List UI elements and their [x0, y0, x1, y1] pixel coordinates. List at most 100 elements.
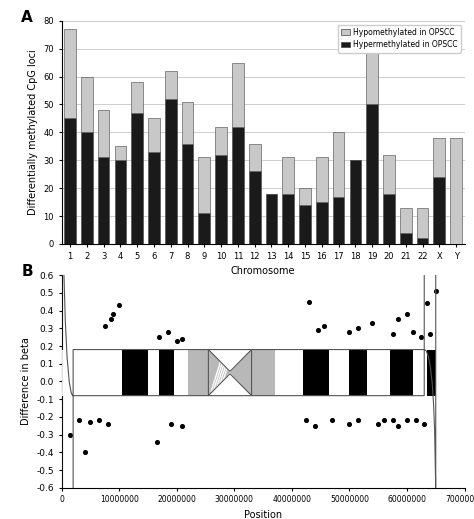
Point [173, 336, 181, 345]
Bar [249, 171, 261, 244]
Point [311, 421, 319, 430]
Bar [383, 155, 395, 194]
Point [346, 327, 353, 336]
Point [319, 322, 327, 331]
Point [412, 416, 419, 425]
Bar [115, 160, 126, 244]
Point [409, 327, 417, 336]
Bar [148, 152, 160, 244]
Bar [188, 350, 209, 395]
Point [87, 418, 94, 427]
Bar [98, 110, 109, 157]
Bar [265, 194, 277, 244]
Bar [427, 350, 436, 395]
Point [109, 310, 117, 318]
Bar [400, 208, 411, 233]
Bar [62, 350, 122, 395]
Bar [316, 157, 328, 202]
Bar [215, 155, 227, 244]
Bar [199, 157, 210, 213]
Bar [122, 350, 148, 395]
Point [374, 420, 382, 428]
Point [302, 416, 310, 425]
Bar [333, 197, 345, 244]
Bar [182, 143, 193, 244]
Bar [349, 160, 361, 244]
Bar [174, 350, 188, 395]
Bar [417, 208, 428, 238]
Bar [232, 63, 244, 127]
X-axis label: Chromosome: Chromosome [231, 266, 295, 276]
Point [101, 322, 109, 331]
Point [354, 324, 362, 333]
Bar [316, 202, 328, 244]
Point [179, 335, 186, 343]
Bar [232, 127, 244, 244]
Point [369, 319, 376, 327]
Bar [329, 350, 349, 395]
Bar [165, 99, 177, 244]
Point [423, 299, 431, 308]
Legend: Hypomethylated in OPSCC, Hypermethylated in OPSCC: Hypomethylated in OPSCC, Hypermethylated… [338, 24, 461, 52]
Point [305, 297, 313, 306]
Point [354, 416, 362, 425]
Point [107, 315, 114, 323]
Bar [349, 350, 367, 395]
Bar [303, 350, 329, 395]
Point [81, 448, 89, 457]
Point [66, 431, 74, 439]
Bar [283, 194, 294, 244]
Point [394, 421, 402, 430]
Bar [299, 205, 311, 244]
Bar [215, 127, 227, 155]
Bar [199, 213, 210, 244]
Bar [366, 104, 378, 244]
Bar [131, 113, 143, 244]
Point [380, 416, 388, 425]
Bar [366, 26, 378, 104]
Y-axis label: Differentially methylated CpG loci: Differentially methylated CpG loci [28, 49, 38, 215]
Point [403, 310, 411, 318]
Y-axis label: Difference in beta: Difference in beta [21, 337, 31, 426]
Bar [165, 71, 177, 99]
Bar [274, 350, 303, 395]
Text: A: A [21, 9, 33, 24]
Point [153, 438, 160, 446]
Bar [182, 102, 193, 143]
Bar [64, 29, 76, 118]
Bar [81, 132, 93, 244]
Point [167, 420, 175, 428]
Bar [115, 146, 126, 160]
Bar [383, 194, 395, 244]
Bar [417, 238, 428, 244]
Text: B: B [21, 265, 33, 279]
Bar [333, 132, 345, 197]
Bar [283, 157, 294, 194]
Point [394, 315, 402, 323]
Bar [148, 118, 160, 152]
Bar [81, 76, 93, 132]
Point [426, 330, 434, 338]
Bar [252, 350, 274, 395]
Bar [433, 138, 445, 177]
Bar [64, 118, 76, 244]
Bar [131, 82, 143, 113]
Point [95, 416, 103, 425]
Point [104, 420, 111, 428]
Bar [159, 350, 174, 395]
Bar [367, 350, 390, 395]
Bar [98, 157, 109, 244]
Point [418, 333, 425, 342]
Point [420, 420, 428, 428]
Point [115, 301, 123, 309]
Point [75, 416, 82, 425]
Bar [433, 177, 445, 244]
Bar [400, 233, 411, 244]
Point [432, 287, 439, 295]
Point [179, 421, 186, 430]
Point [389, 416, 396, 425]
Point [328, 416, 336, 425]
Point [346, 420, 353, 428]
Bar [413, 350, 427, 395]
Polygon shape [209, 350, 230, 395]
